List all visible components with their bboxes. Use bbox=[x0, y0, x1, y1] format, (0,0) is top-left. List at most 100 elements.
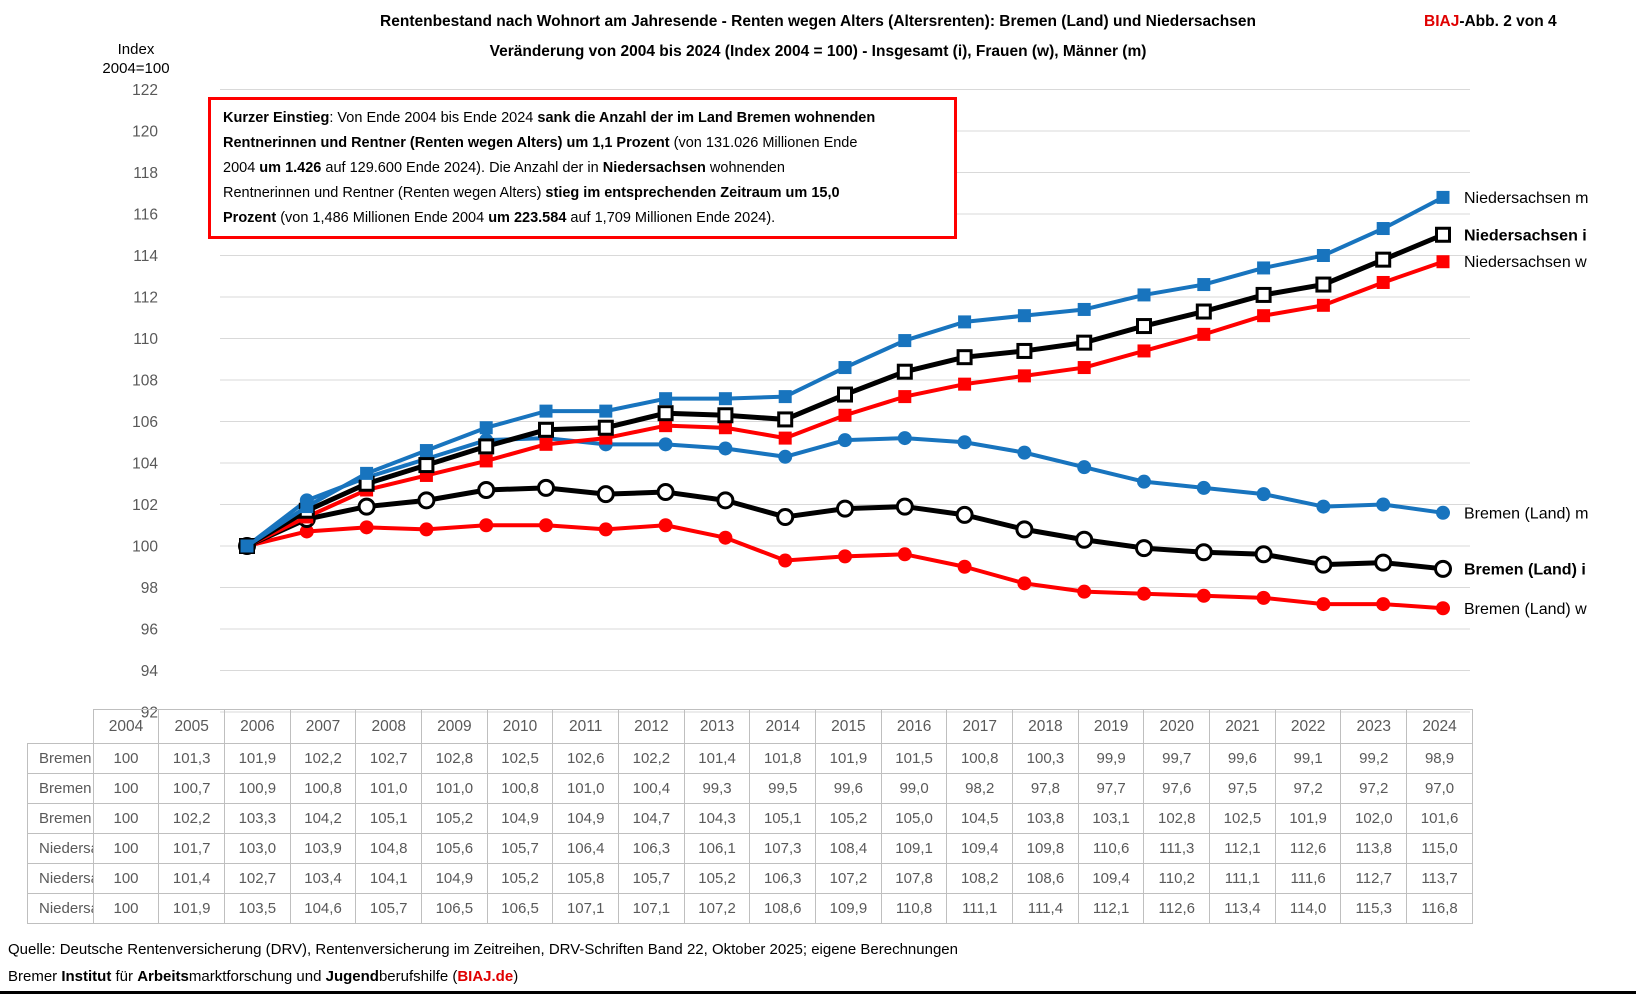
data-point-marker bbox=[1195, 303, 1212, 320]
value-cell: 104,5 bbox=[946, 803, 1014, 834]
year-header-cell: 2010 bbox=[486, 709, 554, 744]
data-point-marker bbox=[538, 421, 554, 438]
y-tick-label: 96 bbox=[141, 622, 158, 639]
value-cell: 98,2 bbox=[946, 773, 1014, 804]
value-cell: 108,6 bbox=[1012, 863, 1079, 894]
data-point-marker bbox=[898, 334, 912, 348]
year-header-cell: 2007 bbox=[289, 709, 357, 744]
y-tick-label: 104 bbox=[132, 456, 158, 473]
value-cell: 99,3 bbox=[683, 773, 751, 804]
data-point-marker bbox=[778, 449, 793, 464]
value-cell: 105,7 bbox=[486, 833, 554, 864]
data-point-marker bbox=[657, 405, 674, 422]
data-point-marker bbox=[718, 421, 732, 435]
data-point-marker bbox=[1376, 275, 1390, 289]
data-point-marker bbox=[1197, 278, 1211, 292]
value-cell: 112,6 bbox=[1274, 833, 1342, 864]
value-cell: 104,9 bbox=[552, 803, 620, 834]
value-cell: 106,3 bbox=[618, 833, 685, 864]
data-point-marker bbox=[300, 500, 314, 514]
data-point-marker bbox=[1077, 584, 1092, 599]
table-row: Niedersachsen w100101,4102,7103,4104,110… bbox=[27, 863, 1473, 894]
value-cell: 97,5 bbox=[1209, 773, 1276, 804]
value-cell: 97,7 bbox=[1077, 773, 1145, 804]
data-point-marker bbox=[1077, 460, 1092, 475]
value-cell: 99,6 bbox=[1209, 743, 1276, 774]
data-point-marker bbox=[359, 520, 374, 535]
value-cell: 107,3 bbox=[749, 833, 817, 864]
value-cell: 102,8 bbox=[421, 743, 488, 774]
data-point-marker bbox=[477, 480, 496, 499]
y-axis-unit-line1: Index bbox=[117, 41, 155, 58]
value-cell: 104,2 bbox=[289, 803, 357, 834]
data-point-marker bbox=[1017, 445, 1032, 460]
year-header-row: 2004 2005 2006 2007 2008 2009 2010 2011 2012 2013… bbox=[27, 709, 1473, 744]
value-cell: 105,1 bbox=[355, 803, 423, 834]
value-cell: 101,5 bbox=[880, 743, 948, 774]
value-cell: 110,2 bbox=[1143, 863, 1211, 894]
data-point-marker bbox=[1075, 530, 1094, 549]
data-point-marker bbox=[539, 437, 553, 451]
data-point-marker bbox=[778, 431, 792, 445]
data-point-marker bbox=[357, 497, 376, 516]
data-point-marker bbox=[958, 377, 972, 391]
data-point-marker bbox=[419, 522, 434, 537]
value-cell: 99,5 bbox=[749, 773, 817, 804]
data-point-marker bbox=[957, 559, 972, 574]
year-header-cell: 2021 bbox=[1209, 709, 1276, 744]
data-point-marker bbox=[658, 518, 673, 533]
data-point-marker bbox=[1257, 261, 1271, 275]
legend-label: Niedersachsen w bbox=[39, 870, 92, 887]
value-cell: 99,6 bbox=[815, 773, 882, 804]
legend-cell-nds_w: Niedersachsen w bbox=[27, 863, 94, 894]
value-cell: 97,6 bbox=[1143, 773, 1211, 804]
data-point-marker bbox=[1436, 255, 1450, 269]
y-tick-label: 118 bbox=[133, 165, 158, 182]
year-header-cell: 2024 bbox=[1406, 709, 1473, 744]
data-point-marker bbox=[778, 390, 792, 404]
value-cell: 102,2 bbox=[618, 743, 685, 774]
data-point-marker bbox=[957, 435, 972, 450]
data-point-marker bbox=[778, 553, 793, 568]
legend-label: Niedersachsen i bbox=[39, 840, 92, 857]
data-point-marker bbox=[539, 404, 553, 418]
data-point-marker bbox=[1135, 539, 1153, 558]
value-cell: 103,4 bbox=[289, 863, 357, 894]
data-point-marker bbox=[718, 392, 732, 406]
year-header-cell: 2011 bbox=[552, 709, 620, 744]
data-point-marker bbox=[1374, 553, 1393, 572]
y-tick-label: 110 bbox=[133, 331, 158, 348]
value-cell: 101,7 bbox=[158, 833, 226, 864]
data-point-marker bbox=[1256, 590, 1271, 605]
value-cell: 102,6 bbox=[552, 743, 620, 774]
value-cell: 99,0 bbox=[880, 773, 948, 804]
data-point-marker bbox=[596, 485, 615, 504]
data-point-marker bbox=[478, 438, 495, 455]
data-point-marker bbox=[418, 457, 435, 474]
value-cell: 101,3 bbox=[158, 743, 226, 774]
value-cell: 106,3 bbox=[749, 863, 817, 894]
year-header-cell: 2006 bbox=[224, 709, 291, 744]
value-cell: 109,9 bbox=[815, 893, 882, 924]
data-point-marker bbox=[539, 518, 553, 533]
y-axis-unit-line2: 2004=100 bbox=[102, 60, 170, 77]
value-cell: 107,2 bbox=[815, 863, 882, 894]
data-point-marker bbox=[897, 547, 912, 562]
y-axis-unit-label: Index 2004=100 bbox=[84, 40, 188, 78]
data-point-marker bbox=[360, 466, 374, 480]
value-cell: 99,7 bbox=[1143, 743, 1211, 774]
data-point-marker bbox=[1435, 226, 1451, 243]
chart-title-line2: Veränderung von 2004 bis 2024 (Index 200… bbox=[489, 43, 1147, 60]
year-header-cell: 2022 bbox=[1274, 709, 1342, 744]
value-cell: 108,2 bbox=[946, 863, 1014, 894]
value-cell: 100 bbox=[92, 833, 160, 864]
value-cell: 97,8 bbox=[1012, 773, 1079, 804]
value-cell: 99,2 bbox=[1340, 743, 1408, 774]
legend-cell-nds_m: Niedersachsen m bbox=[27, 893, 94, 924]
y-tick-label: 108 bbox=[132, 373, 158, 390]
y-tick-label: 100 bbox=[132, 539, 158, 556]
value-cell: 102,0 bbox=[1340, 803, 1408, 834]
value-cell: 102,2 bbox=[289, 743, 357, 774]
figure-reference-rest: -Abb. 2 von 4 bbox=[1459, 13, 1557, 30]
